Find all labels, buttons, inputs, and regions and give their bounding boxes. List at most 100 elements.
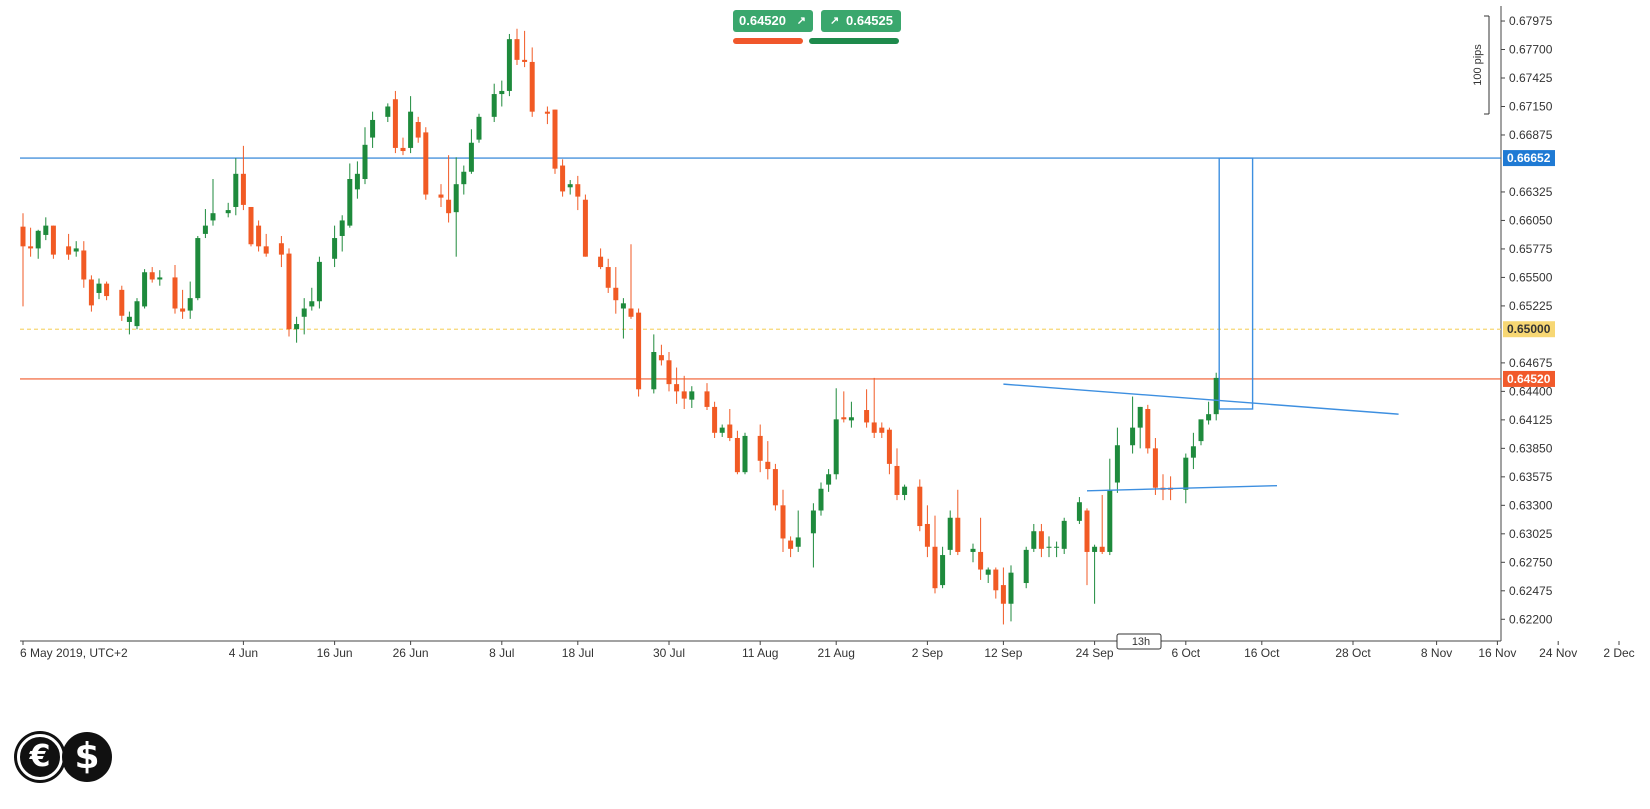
- candle-body: [544, 111, 550, 114]
- candle-body: [392, 99, 398, 148]
- candle-body: [81, 250, 87, 280]
- candle-body: [1008, 572, 1014, 604]
- y-tick-label: 0.64125: [1509, 413, 1553, 427]
- candle-body: [1107, 489, 1113, 552]
- candle-body: [332, 238, 338, 259]
- candle-body: [1099, 546, 1105, 552]
- y-tick-label: 0.66050: [1509, 213, 1553, 227]
- price-tag: [1503, 370, 1555, 387]
- candle-body: [552, 109, 558, 169]
- candle-body: [1061, 520, 1067, 549]
- euro-coin-icon: €: [17, 734, 63, 780]
- candle-body: [438, 194, 444, 198]
- candle-body: [894, 465, 900, 495]
- candle-body: [1054, 546, 1060, 548]
- candle-body: [126, 316, 132, 322]
- candle-body: [704, 391, 710, 407]
- y-tick-label: 0.63300: [1509, 498, 1553, 512]
- candle-body: [560, 165, 566, 192]
- candle-body: [233, 173, 239, 207]
- y-tick-label: 0.67975: [1509, 14, 1553, 28]
- candle-body: [400, 147, 406, 152]
- x-tick-label: 11 Aug: [742, 646, 778, 660]
- trade-panel: 0.64520 ↗ ↗ 0.64525: [733, 10, 901, 44]
- candle-body: [727, 424, 733, 438]
- x-tick-label: 30 Jul: [653, 646, 685, 660]
- candle-body: [613, 287, 619, 301]
- y-tick-label: 0.63850: [1509, 441, 1553, 455]
- candle-body: [620, 303, 626, 309]
- candle-body: [316, 261, 322, 302]
- x-tick-label: 6 Oct: [1171, 646, 1200, 660]
- candle-body: [385, 106, 391, 117]
- candle-body: [286, 253, 292, 330]
- candle-body: [1183, 457, 1189, 490]
- y-tick-label: 0.63025: [1509, 527, 1553, 541]
- candle-body: [666, 360, 672, 385]
- candle-body: [157, 277, 163, 280]
- candle-body: [598, 256, 604, 268]
- candle-body: [1152, 448, 1158, 488]
- candle-body: [301, 308, 307, 317]
- candle-body: [491, 94, 497, 117]
- candle-body: [833, 419, 839, 475]
- y-tick-label: 0.65225: [1509, 299, 1553, 313]
- candle-body: [453, 184, 459, 213]
- buy-button[interactable]: ↗ 0.64525: [821, 10, 901, 32]
- candle-body: [605, 267, 611, 288]
- candle-body: [149, 272, 155, 280]
- x-tick-label: 24 Sep: [1076, 646, 1114, 660]
- candle-body: [195, 238, 201, 299]
- dollar-coin-icon: $: [62, 732, 112, 782]
- candle-body: [88, 279, 94, 306]
- candle-body: [1092, 546, 1098, 552]
- candle-body: [461, 171, 467, 185]
- candle-body: [742, 435, 748, 473]
- candle-body: [674, 384, 680, 392]
- candle-body: [104, 283, 110, 297]
- candle-body: [423, 132, 429, 195]
- candle-body: [978, 551, 984, 570]
- candle-body: [947, 517, 953, 550]
- candle-body: [1031, 531, 1037, 549]
- candle-body: [689, 391, 695, 400]
- candle-body: [757, 435, 763, 461]
- candle-body: [712, 406, 718, 433]
- trendline: [1086, 484, 1278, 492]
- price-tag-label: 0.64520: [1507, 372, 1551, 386]
- price-tag-label: 0.65000: [1507, 322, 1551, 336]
- candle-body: [347, 179, 353, 226]
- candle-body: [1130, 427, 1136, 446]
- candle-body: [73, 248, 79, 252]
- buy-price: 0.64525: [846, 13, 893, 28]
- candle-body: [43, 225, 49, 235]
- candle-body: [514, 39, 520, 60]
- candle-body: [651, 352, 657, 390]
- candle-body: [970, 548, 976, 552]
- x-tick-label: 26 Jun: [393, 646, 429, 660]
- sell-button[interactable]: 0.64520 ↗: [733, 10, 813, 32]
- candle-body: [119, 289, 125, 316]
- candle-body: [567, 184, 573, 188]
- x-tick-label: 16 Nov: [1478, 646, 1516, 660]
- candle-body: [1198, 419, 1204, 442]
- candle-body: [848, 417, 854, 421]
- candle-body: [1076, 502, 1082, 521]
- candle-body: [506, 39, 512, 91]
- candle-body: [240, 173, 246, 205]
- price-tag: [1503, 321, 1555, 338]
- sell-price: 0.64520: [739, 13, 786, 28]
- candle-body: [879, 427, 885, 433]
- y-tick-label: 0.62750: [1509, 555, 1553, 569]
- candle-body: [940, 555, 946, 586]
- pips-ruler-label: 100 pips: [1472, 44, 1484, 86]
- candle-body: [636, 312, 642, 390]
- candle-body: [734, 437, 740, 473]
- candle-body: [225, 210, 231, 214]
- x-tick-label: 18 Jul: [562, 646, 594, 660]
- candle-body: [871, 422, 877, 433]
- brand-logo: € $: [17, 732, 112, 784]
- candle-body: [50, 225, 56, 255]
- y-tick-label: 0.66875: [1509, 128, 1553, 142]
